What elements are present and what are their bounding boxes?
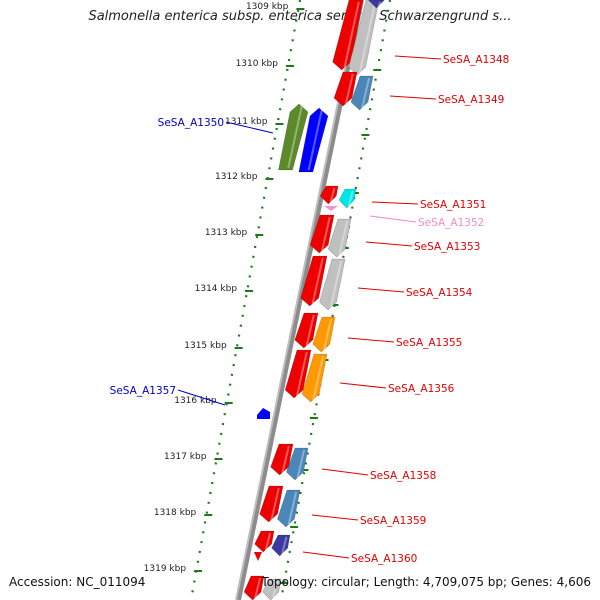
feature-cds-1353-shade	[321, 216, 331, 252]
inner-ruler-line	[189, 0, 302, 600]
feature-blue-1350-shade	[307, 109, 323, 171]
scale-label: 1319 kbp	[144, 564, 187, 574]
feature-navy-top-shade	[377, 1, 382, 7]
feature-cds-1358	[270, 443, 294, 476]
gene-leader-line	[365, 241, 413, 247]
outer-ruler-line	[279, 0, 392, 600]
feature-steel-1358-shade	[296, 449, 306, 479]
gene-leader-line	[321, 468, 369, 476]
feature-orange-1356-shade	[312, 355, 325, 401]
feature-navy-1360-shade	[281, 536, 288, 555]
feature-cds-1349-shade	[344, 73, 354, 105]
gene-leader-line	[394, 55, 442, 60]
gene-label: SeSA_A1349	[438, 94, 504, 106]
feature-orange-1355-shade	[322, 318, 333, 351]
gene-leader-line	[311, 514, 359, 521]
gene-leader-line	[302, 551, 350, 559]
scale-label: 1309 kbp	[246, 2, 289, 12]
feature-grey-1354-shade	[329, 260, 343, 309]
gene-label: SeSA_A1348	[443, 54, 509, 66]
feature-grey-bottom-shade	[272, 580, 279, 599]
gene-label: SeSA_A1354	[406, 287, 473, 299]
feature-cds-1348	[332, 0, 364, 71]
feature-cds-1348-shade	[343, 1, 360, 69]
feature-grey-1353	[327, 218, 352, 258]
feature-blue-1350	[298, 107, 329, 173]
feature-cds-1349	[333, 71, 358, 107]
gene-leader-line	[225, 121, 274, 134]
feature-cds-1355-shade	[305, 314, 315, 347]
feature-grey-1354	[319, 258, 346, 311]
gene-leader-line	[369, 215, 417, 223]
feature-cds-1360-shade	[264, 532, 272, 551]
gene-label: SeSA_A1359	[360, 515, 426, 527]
feature-cds-1354	[300, 255, 328, 307]
feature-cds-1356	[284, 349, 312, 399]
gene-label: SeSA_A1360	[351, 553, 417, 565]
gene-leader-line	[357, 287, 405, 293]
scale-label: 1317 kbp	[164, 452, 207, 462]
feature-orange-1355	[312, 316, 336, 353]
gene-leader-line	[371, 201, 419, 205]
feature-grey-bottom	[262, 578, 282, 600]
feature-grey-1348	[348, 0, 380, 76]
gene-label: SeSA_A1351	[420, 199, 486, 211]
gene-leader-line	[177, 389, 226, 406]
feature-grey-1353-shade	[338, 220, 349, 256]
feature-cds-1359-shade	[270, 487, 280, 521]
feature-orange-1356	[301, 353, 328, 403]
feature-cds-bottom	[243, 575, 265, 600]
gene-label: SeSA_A1350	[158, 117, 224, 129]
feature-cds-1351-shade	[329, 187, 336, 203]
scale-label: 1316 kbp	[174, 396, 217, 406]
feature-cds-1358-shade	[281, 445, 290, 474]
feature-cds-1354-shade	[311, 257, 324, 305]
feature-blue-1357	[257, 408, 270, 419]
feature-navy-1360	[271, 534, 291, 557]
feature-cds-1353	[309, 214, 335, 254]
feature-steel-1349	[350, 75, 374, 111]
feature-cds-1356-shade	[295, 351, 308, 397]
accession-text: Accession: NC_011094	[9, 575, 146, 589]
feature-cds-small	[254, 552, 262, 561]
feature-cds-1351	[319, 185, 339, 205]
gene-label: SeSA_A1357	[110, 385, 176, 397]
gene-label: SeSA_A1358	[370, 470, 436, 482]
feature-cds-1359	[259, 485, 284, 523]
gene-leader-line	[389, 95, 437, 100]
gene-label: SeSA_A1355	[396, 337, 462, 349]
feature-steel-1349-shade	[361, 77, 371, 109]
feature-steel-1358	[286, 447, 309, 481]
scale-label: 1313 kbp	[205, 228, 248, 238]
feature-trna-1351	[338, 188, 357, 209]
scale-label: 1314 kbp	[195, 284, 238, 294]
gene-leader-line	[347, 337, 395, 343]
topology-summary: Topology: circular; Length: 4,709,075 bp…	[261, 575, 591, 589]
feature-olive-1350	[278, 103, 309, 171]
gene-label: SeSA_A1356	[388, 383, 455, 395]
map-title: Salmonella enterica subsp. enterica sero…	[88, 9, 512, 24]
feature-trna-1351-shade	[347, 190, 354, 207]
gene-leader-line	[339, 382, 387, 389]
scale-label: 1312 kbp	[215, 172, 258, 182]
feature-cds-1355	[294, 312, 319, 349]
feature-steel-1359-shade	[287, 491, 298, 526]
gene-label: SeSA_A1353	[414, 241, 480, 253]
feature-cds-1360	[254, 530, 275, 553]
feature-navy-top	[367, 0, 385, 9]
feature-steel-1359	[277, 489, 301, 528]
feature-grey-1348-shade	[358, 1, 377, 74]
scale-label: 1318 kbp	[154, 508, 197, 518]
gene-label: SeSA_A1352	[418, 217, 484, 229]
scale-label: 1310 kbp	[236, 59, 279, 69]
feature-olive-1350-shade	[287, 105, 303, 169]
scale-label: 1315 kbp	[184, 341, 227, 351]
feature-pink-1352	[324, 206, 338, 211]
scale-label: 1311 kbp	[225, 117, 268, 127]
feature-cds-bottom-shade	[254, 577, 262, 599]
